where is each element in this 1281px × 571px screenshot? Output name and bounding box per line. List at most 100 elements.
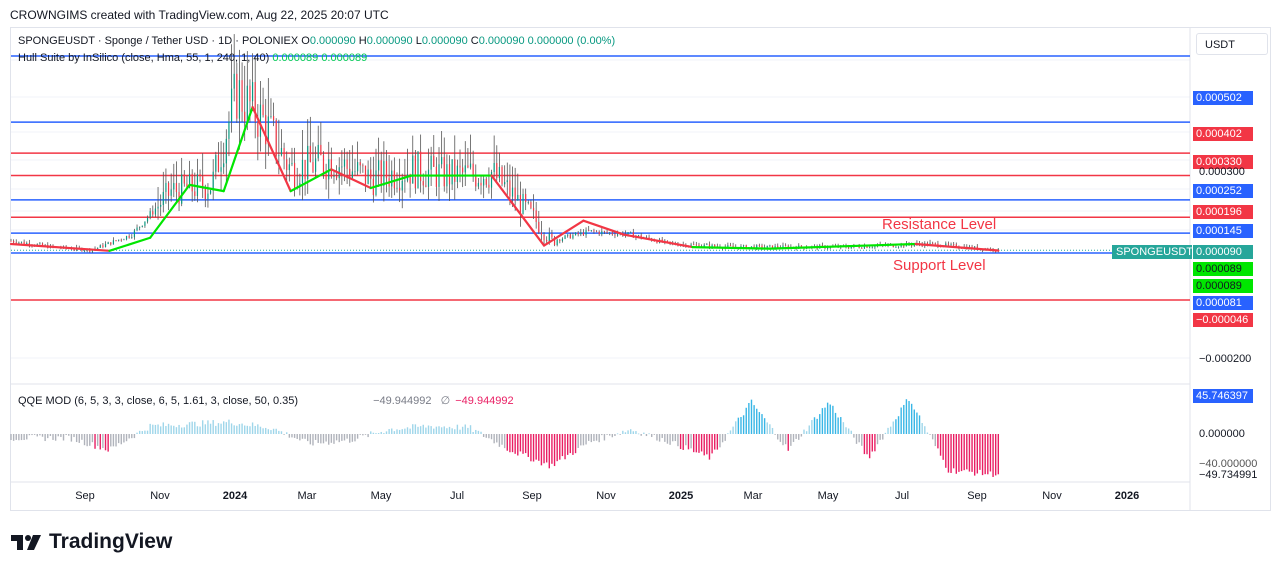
candle-body — [472, 163, 474, 175]
qqe-axis-label: −49.734991 — [1199, 469, 1258, 481]
qqe-bar — [656, 434, 658, 441]
candle-body — [183, 174, 185, 184]
candle-body — [538, 221, 540, 233]
hull-label: Hull Suite by InSilico (close, Hma, 55, … — [18, 52, 270, 64]
candle-body — [698, 244, 700, 248]
qqe-bar — [498, 434, 501, 447]
qqe-bar — [548, 434, 550, 469]
candle-body — [375, 170, 377, 196]
time-axis-label: Jul — [449, 490, 465, 502]
qqe-bar — [141, 431, 143, 434]
qqe-bar — [598, 434, 600, 443]
logo-dot — [25, 535, 31, 541]
logo-v-shape — [27, 535, 41, 550]
qqe-bar — [217, 423, 220, 434]
qqe-bar — [611, 434, 614, 438]
candle-body — [435, 166, 437, 187]
qqe-bar — [690, 434, 692, 449]
qqe-bar — [979, 434, 981, 470]
qqe-bar — [784, 434, 787, 445]
candle-body — [480, 182, 482, 186]
candle-body — [800, 245, 802, 248]
candle-body — [443, 157, 445, 187]
qqe-bar — [233, 425, 235, 434]
qqe-bar — [346, 434, 348, 439]
hull-segment — [582, 219, 626, 236]
qqe-bar — [178, 424, 180, 434]
qqe-bar — [404, 428, 406, 434]
candle-body — [517, 194, 519, 201]
qqe-bar — [580, 434, 582, 446]
qqe-bar — [866, 434, 868, 455]
qqe-bar — [779, 434, 782, 442]
qqe-bar — [283, 434, 285, 435]
candle-body — [848, 247, 850, 249]
qqe-bar — [761, 414, 763, 434]
candle-body — [577, 232, 579, 235]
qqe-bar — [971, 434, 973, 472]
qqe-bar — [882, 434, 884, 440]
candle-body — [595, 231, 598, 233]
qqe-bar — [984, 434, 986, 475]
qqe-bar — [91, 434, 94, 443]
candle-body — [157, 206, 159, 209]
qqe-bar — [637, 433, 640, 435]
qqe-bar — [947, 434, 950, 473]
qqe-bar — [472, 431, 474, 434]
candle-body — [414, 155, 416, 189]
candle-body — [120, 239, 122, 241]
qqe-bar — [430, 426, 432, 434]
candle-body — [932, 242, 934, 244]
candle-body — [257, 121, 259, 137]
candle-body — [540, 232, 543, 235]
qqe-bar — [456, 424, 459, 434]
qqe-bar — [910, 403, 913, 434]
qqe-bar — [49, 434, 52, 436]
candle-body — [609, 232, 611, 234]
qqe-bar — [391, 428, 393, 434]
candle-body — [464, 165, 466, 173]
qqe-bar — [75, 434, 78, 443]
candle-body — [441, 157, 443, 165]
candle-body — [585, 230, 587, 236]
candle-body — [404, 180, 406, 182]
candle-body — [690, 244, 692, 246]
qqe-bar — [317, 434, 319, 443]
qqe-bar — [249, 426, 251, 434]
qqe-bar — [750, 399, 753, 434]
candle-body — [475, 174, 477, 187]
candle-body — [548, 233, 550, 242]
candle-body — [567, 234, 569, 236]
candle-body — [23, 241, 25, 245]
candle-body — [288, 164, 290, 171]
symbol-price-tag: SPONGEUSDT — [1112, 245, 1193, 259]
candle-body — [569, 234, 571, 239]
price-tag: 0.000081 — [1193, 296, 1253, 310]
qqe-bar — [152, 424, 154, 434]
candle-body — [102, 245, 104, 248]
candle-body — [97, 247, 99, 249]
candle-body — [614, 234, 616, 236]
qqe-bar — [265, 427, 267, 434]
qqe-bar — [669, 434, 671, 445]
hull-segment — [623, 233, 694, 249]
qqe-bar — [112, 434, 115, 447]
qqe-bar — [414, 424, 417, 434]
qqe-bar — [107, 434, 109, 452]
time-axis-label: May — [817, 490, 839, 502]
currency-button[interactable]: USDT — [1196, 33, 1268, 55]
tradingview-brand[interactable]: TradingView — [11, 530, 172, 554]
candle-body — [246, 85, 248, 122]
qqe-bar — [585, 434, 587, 445]
qqe-bar — [65, 434, 67, 435]
qqe-bar — [821, 408, 824, 434]
candle-body — [173, 183, 175, 190]
qqe-bar — [70, 434, 73, 442]
candle-body — [504, 182, 506, 185]
qqe-bar — [566, 434, 569, 455]
open-label: O — [301, 35, 310, 47]
chart-frame[interactable] — [10, 27, 1271, 511]
qqe-bar — [805, 431, 808, 434]
price-tag: 0.000252 — [1193, 184, 1253, 198]
